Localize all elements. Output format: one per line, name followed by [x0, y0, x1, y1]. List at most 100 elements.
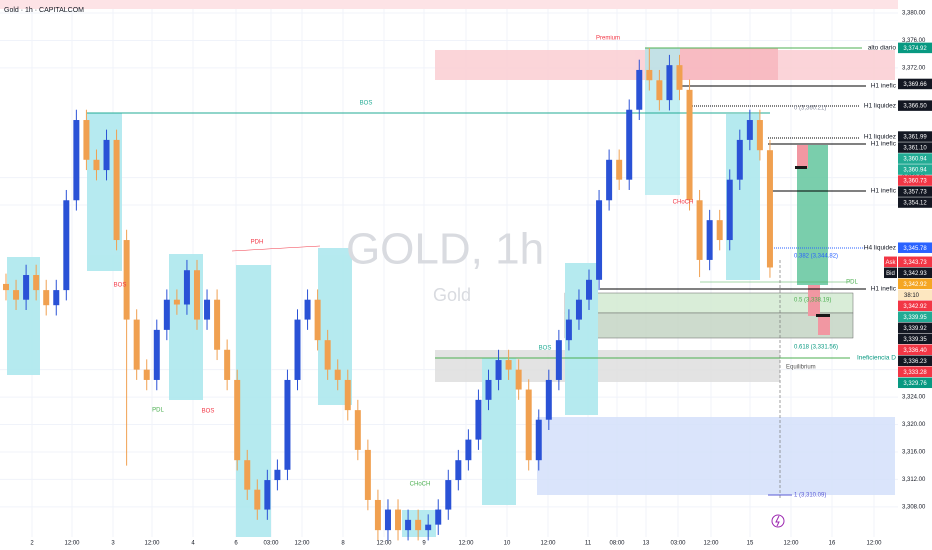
level-label: Ineficiencia D: [857, 355, 896, 362]
candle-body: [626, 109, 633, 180]
candle-body: [746, 120, 753, 140]
x-tick-label: 16: [829, 541, 836, 547]
top-band: [0, 0, 898, 9]
x-tick-label: 12:00: [458, 541, 474, 547]
candle-body: [204, 299, 211, 320]
candle-body: [606, 159, 613, 201]
price-tag: [898, 344, 932, 356]
chart-title: Gold · 1h · CAPITALCOM: [4, 7, 84, 14]
candle-body: [666, 65, 673, 101]
x-tick-label: 2: [30, 541, 34, 547]
discount-zone: [537, 417, 895, 495]
y-tick-label: 3,320.00: [902, 422, 926, 428]
candle-body: [53, 290, 60, 306]
fib-label: 0 (3,360.21): [794, 106, 826, 112]
candle-body: [284, 379, 291, 470]
annotation: BOS: [202, 409, 215, 415]
candle-body: [636, 69, 643, 110]
price-tag-label: 3,339.35: [903, 337, 927, 343]
candle-body: [163, 299, 170, 330]
price-tag-name: Bid: [886, 271, 895, 277]
price-tag-label: 3,357.73: [903, 190, 927, 196]
price-tag-label: 3,329.76: [903, 381, 927, 387]
candle-body: [425, 524, 432, 531]
candle-body: [736, 139, 743, 180]
y-tick-label: 3,372.00: [902, 65, 926, 71]
annotation: CHoCH: [410, 482, 431, 488]
annotation: Premium: [596, 36, 620, 42]
candle-body: [395, 509, 402, 531]
price-tag: [898, 300, 932, 312]
candle-body: [314, 299, 321, 341]
annotation: BOS: [539, 346, 552, 352]
candle-body: [706, 220, 713, 260]
candle-body: [435, 509, 442, 525]
x-tick-label: 3: [111, 541, 115, 547]
x-tick-label: 13: [643, 541, 650, 547]
candle-body: [113, 139, 120, 241]
price-tag: [898, 311, 932, 323]
watermark-subtitle: Gold: [433, 285, 471, 305]
price-tag-label: 3,339.92: [903, 326, 927, 332]
candle-body: [103, 139, 110, 171]
level-label: H4 liquidez: [864, 245, 896, 252]
candle-body: [123, 240, 130, 320]
event-icon[interactable]: [771, 514, 785, 528]
candle-body: [234, 379, 241, 461]
price-tag: [898, 333, 932, 345]
price-tag: [898, 322, 932, 334]
entry-marker: [795, 166, 807, 169]
price-tag-label: 3,342.92: [903, 282, 927, 288]
candle-body: [244, 460, 251, 490]
candle-body: [153, 329, 160, 380]
axes: 3,380.003,376.003,372.003,356.003,352.00…: [30, 11, 932, 547]
annotation: PDH: [251, 240, 264, 246]
candle-body: [766, 150, 773, 268]
x-tick-label: 12:00: [144, 541, 160, 547]
fvg-zone: [564, 312, 854, 339]
price-tag-label: 3,366.50: [903, 104, 927, 110]
fib-label: 0.5 (3,338.19): [794, 298, 831, 304]
price-tag-label: 3,369.66: [903, 82, 927, 88]
x-tick-label: 10: [504, 541, 511, 547]
x-tick-label: 15: [747, 541, 754, 547]
candle-body: [545, 379, 552, 420]
candle-body: [616, 159, 623, 180]
annotation: PDL: [846, 280, 858, 286]
y-tick-label: 3,316.00: [902, 450, 926, 456]
price-tag: [898, 164, 932, 175]
candle-body: [384, 509, 391, 531]
candle-body: [565, 319, 572, 341]
candle-body: [354, 410, 361, 450]
level-label: alto diario: [868, 45, 897, 52]
annotation: PDL: [152, 408, 164, 414]
level-label: H1 inefic: [871, 141, 897, 148]
x-tick-label: 03:00: [670, 541, 686, 547]
candle-body: [505, 360, 512, 370]
candle-body: [344, 379, 351, 411]
x-tick-label: 12:00: [703, 541, 719, 547]
candle-body: [596, 200, 603, 280]
event-icon: [775, 515, 780, 527]
candle-body: [686, 89, 693, 201]
x-tick-label: 8: [341, 541, 345, 547]
candle-body: [33, 275, 40, 291]
candle-body: [485, 379, 492, 400]
candle-body: [656, 80, 663, 101]
candle-body: [93, 159, 100, 171]
candle-body: [445, 480, 452, 510]
candle-body: [83, 120, 90, 160]
position-stop: [818, 316, 830, 335]
x-tick-label: 12:00: [376, 541, 392, 547]
candle-body: [214, 299, 221, 350]
candle-body: [465, 439, 472, 461]
price-tag: [898, 42, 932, 54]
x-tick-label: 4: [191, 541, 195, 547]
candle-body: [515, 369, 522, 390]
candle-body: [13, 290, 20, 300]
candle-body: [173, 299, 180, 305]
candle-body: [586, 279, 593, 300]
position-stop: [808, 285, 820, 316]
candle-body: [405, 519, 412, 531]
price-tag-label: 3,360.94: [903, 168, 927, 174]
